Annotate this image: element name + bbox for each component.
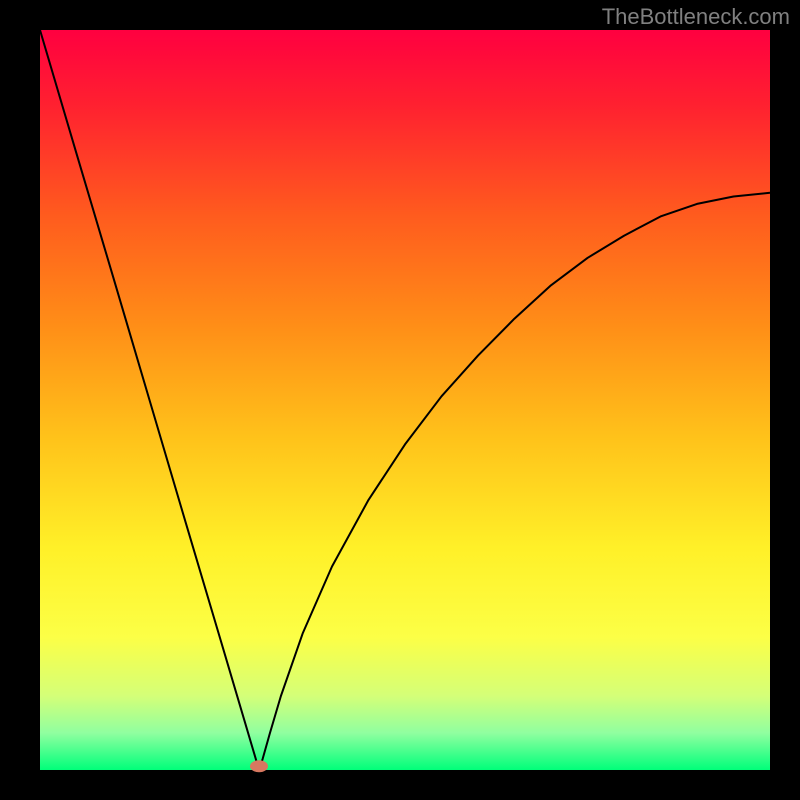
optimal-point-marker [250, 760, 268, 772]
watermark-text: TheBottleneck.com [602, 4, 790, 30]
bottleneck-chart [0, 0, 800, 800]
